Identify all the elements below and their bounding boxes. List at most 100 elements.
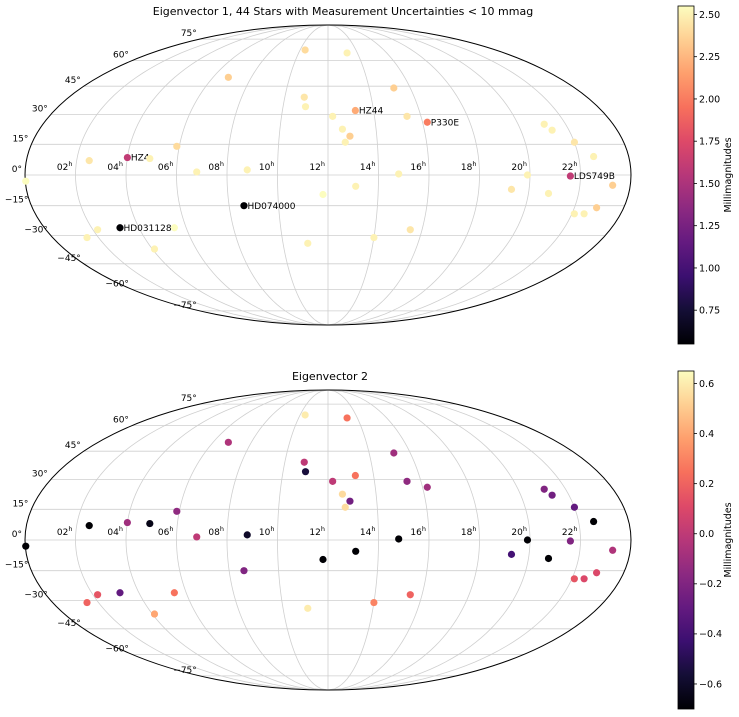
star-point (338, 125, 347, 133)
dec-tick-label: 60° (113, 416, 129, 426)
star-point (116, 589, 124, 597)
dec-tick-label: 45° (65, 76, 81, 86)
star-point (351, 471, 359, 480)
meridian-gridline (75, 389, 329, 691)
ra-tick-label: 16h (410, 160, 426, 173)
star-point (523, 171, 532, 179)
star-point (395, 535, 403, 543)
star-point (590, 152, 598, 161)
star-point (85, 522, 93, 530)
star-point (22, 542, 30, 550)
colorbar-tick-label: 0.0 (699, 529, 714, 540)
dec-tick-label: −15° (5, 561, 29, 571)
star-point (319, 555, 327, 564)
colorbar-tick-label: 1.25 (699, 221, 720, 232)
star-point (570, 503, 579, 511)
meridian-gridline (277, 24, 329, 326)
star-point (352, 547, 360, 555)
star-point (370, 598, 378, 607)
star-point (580, 210, 588, 218)
dec-tick-label: 75° (181, 29, 197, 39)
dec-tick-label: −30° (24, 226, 48, 236)
star-point (540, 120, 548, 128)
meridian-gridline (327, 389, 379, 691)
star-point (146, 519, 154, 528)
colorbar-tick-label: 0.75 (699, 306, 720, 317)
ra-tick-label: 18h (461, 160, 477, 173)
star-point (304, 239, 312, 247)
star-point (341, 503, 349, 511)
star-point (566, 537, 574, 545)
dec-tick-label: 60° (113, 51, 129, 61)
star-point (390, 449, 398, 457)
star-point (123, 153, 131, 162)
ra-tick-label: 10h (259, 525, 275, 538)
star-label: HZ44 (359, 107, 384, 117)
dec-tick-label: 30° (32, 104, 48, 114)
eigenvector-2-panel: Eigenvector 2 02h 04h 06h 08h 10h 12h 14h 16h 18… (5, 370, 734, 710)
dec-tick-label: −45° (57, 619, 81, 629)
star-point (193, 533, 201, 541)
meridian-gridline (226, 24, 329, 326)
ra-tick-label: 06h (158, 525, 174, 538)
star-point (150, 245, 159, 253)
star-point (300, 93, 308, 101)
star-point (580, 575, 588, 583)
colorbar-tick-label: 0.2 (699, 479, 714, 490)
star-point (570, 138, 579, 146)
dec-tick-label: 15° (12, 499, 28, 509)
star-point (423, 483, 431, 491)
star-point (224, 438, 232, 446)
colorbar-tick-label: 1.50 (699, 179, 720, 190)
ra-tick-label: 08h (208, 160, 224, 173)
star-point (343, 49, 351, 57)
eigenvector-2-colorbar-label: Millimagnitudes (723, 502, 734, 577)
ra-tick-label: 18h (461, 525, 477, 538)
ra-tick-label: 12h (309, 160, 325, 173)
dec-tick-label: −45° (57, 254, 81, 264)
ra-tick-label: 20h (511, 160, 527, 173)
dec-tick-label: −15° (5, 196, 29, 206)
star-point (173, 507, 181, 515)
colorbar-tick-label: 2.00 (699, 94, 720, 105)
eigenvector-1-colorbar-label: Millimagnitudes (723, 137, 734, 212)
dec-tick-label: −75° (173, 301, 197, 311)
star-point (343, 414, 351, 422)
meridian-gridline (327, 24, 379, 326)
star-point (370, 233, 378, 242)
star-label: P330E (431, 118, 460, 128)
colorbar-tick-label: 2.25 (699, 52, 720, 63)
star-point (94, 591, 102, 599)
ra-tick-label: 10h (259, 160, 275, 173)
star-point (301, 411, 309, 419)
colorbar-tick-label: 2.50 (699, 10, 720, 21)
star-point (395, 170, 403, 178)
star-point (590, 517, 598, 526)
star-point (170, 224, 178, 232)
star-point (570, 210, 578, 218)
colorbar-tick-label: −0.4 (699, 629, 722, 640)
star-point (240, 567, 248, 575)
star-point (240, 202, 248, 210)
dec-tick-label: 15° (12, 134, 28, 144)
ra-tick-label: 22h (562, 160, 578, 173)
star-point (507, 185, 516, 193)
star-point (548, 491, 556, 499)
ra-tick-label: 04h (107, 160, 123, 173)
star-point (193, 168, 201, 176)
dec-tick-label: 0° (12, 530, 22, 540)
star-point (83, 233, 91, 242)
projection-outline (24, 389, 632, 691)
ra-tick-label: 12h (309, 525, 325, 538)
star-point (243, 166, 251, 174)
ra-tick-label: 14h (360, 160, 376, 173)
star-point (507, 550, 516, 558)
star-point (403, 112, 411, 120)
colorbar-gradient (677, 5, 695, 345)
star-point (406, 226, 414, 234)
ra-tick-label: 16h (410, 525, 426, 538)
meridian-gridline (327, 24, 581, 326)
star-point (544, 189, 553, 198)
star-point (301, 46, 309, 54)
